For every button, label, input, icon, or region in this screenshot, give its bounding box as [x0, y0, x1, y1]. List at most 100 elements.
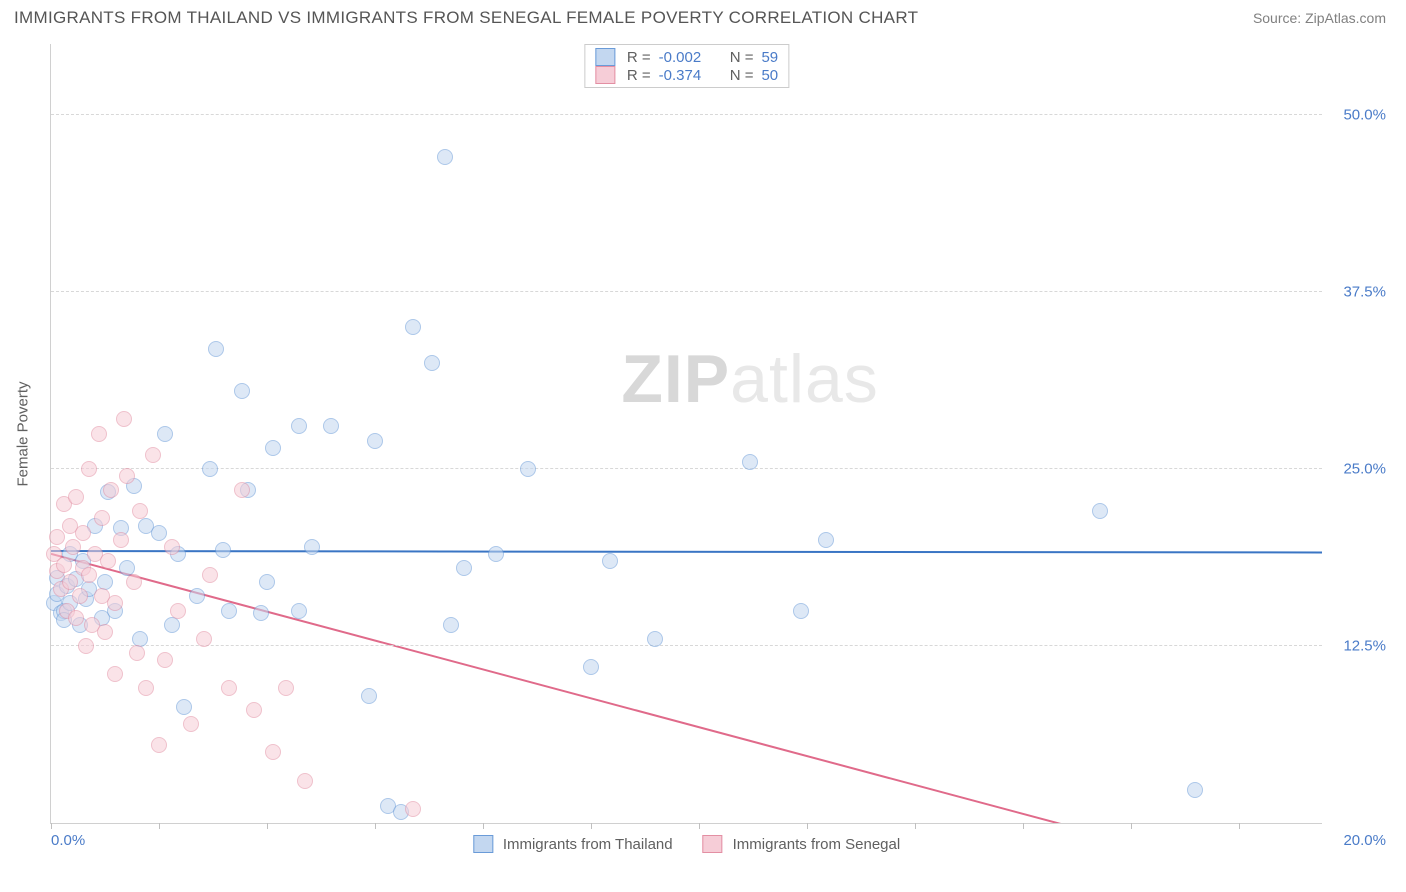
data-point: [437, 149, 453, 165]
data-point: [1092, 503, 1108, 519]
data-point: [234, 383, 250, 399]
y-tick-label: 12.5%: [1343, 637, 1386, 654]
data-point: [259, 574, 275, 590]
x-tick: [375, 823, 376, 829]
legend-swatch: [595, 48, 615, 66]
data-point: [361, 688, 377, 704]
data-point: [297, 773, 313, 789]
data-point: [304, 539, 320, 555]
data-point: [91, 426, 107, 442]
data-point: [164, 539, 180, 555]
data-point: [157, 652, 173, 668]
data-point: [81, 567, 97, 583]
data-point: [742, 454, 758, 470]
data-point: [818, 532, 834, 548]
n-label: N =: [730, 67, 754, 84]
legend-series-item: Immigrants from Senegal: [703, 835, 901, 853]
legend-series-item: Immigrants from Thailand: [473, 835, 673, 853]
x-tick: [915, 823, 916, 829]
chart-container: R = -0.002 N = 59R = -0.374 N = 50 ZIPat…: [14, 36, 1392, 878]
data-point: [100, 553, 116, 569]
data-point: [234, 482, 250, 498]
data-point: [126, 574, 142, 590]
regression-line: [51, 551, 1322, 552]
data-point: [488, 546, 504, 562]
source-label: Source: ZipAtlas.com: [1253, 10, 1386, 26]
data-point: [151, 737, 167, 753]
regression-line: [51, 554, 1322, 823]
y-tick-label: 25.0%: [1343, 460, 1386, 477]
data-point: [202, 461, 218, 477]
gridline: [51, 291, 1322, 292]
data-point: [145, 447, 161, 463]
data-point: [215, 542, 231, 558]
data-point: [176, 699, 192, 715]
n-label: N =: [730, 49, 754, 66]
legend-stats: R = -0.002 N = 59R = -0.374 N = 50: [584, 44, 789, 88]
r-value: -0.374: [659, 67, 702, 84]
legend-swatch: [473, 835, 493, 853]
data-point: [97, 624, 113, 640]
data-point: [405, 801, 421, 817]
data-point: [119, 468, 135, 484]
data-point: [253, 605, 269, 621]
chart-title: IMMIGRANTS FROM THAILAND VS IMMIGRANTS F…: [14, 8, 918, 28]
data-point: [75, 525, 91, 541]
regression-line-dashed: [806, 756, 1058, 823]
data-point: [107, 666, 123, 682]
x-tick: [591, 823, 592, 829]
y-axis-title: Female Poverty: [15, 381, 32, 486]
x-axis-min-label: 0.0%: [51, 832, 85, 849]
data-point: [793, 603, 809, 619]
data-point: [132, 503, 148, 519]
data-point: [116, 411, 132, 427]
data-point: [278, 680, 294, 696]
data-point: [68, 489, 84, 505]
data-point: [424, 355, 440, 371]
plot-area: R = -0.002 N = 59R = -0.374 N = 50 ZIPat…: [50, 44, 1322, 824]
watermark: ZIPatlas: [621, 340, 878, 418]
data-point: [602, 553, 618, 569]
n-value: 50: [761, 67, 778, 84]
data-point: [202, 567, 218, 583]
legend-series-label: Immigrants from Thailand: [503, 836, 673, 853]
data-point: [78, 638, 94, 654]
x-axis-max-label: 20.0%: [1343, 832, 1386, 849]
data-point: [107, 595, 123, 611]
data-point: [62, 574, 78, 590]
data-point: [138, 680, 154, 696]
gridline: [51, 645, 1322, 646]
r-label: R =: [627, 67, 651, 84]
legend-stat-row: R = -0.002 N = 59: [595, 48, 778, 66]
r-label: R =: [627, 49, 651, 66]
data-point: [164, 617, 180, 633]
data-point: [72, 588, 88, 604]
data-point: [291, 418, 307, 434]
x-tick: [267, 823, 268, 829]
r-value: -0.002: [659, 49, 702, 66]
data-point: [49, 529, 65, 545]
data-point: [56, 557, 72, 573]
legend-series-label: Immigrants from Senegal: [733, 836, 901, 853]
data-point: [68, 610, 84, 626]
legend-swatch: [595, 66, 615, 84]
data-point: [265, 440, 281, 456]
x-tick: [483, 823, 484, 829]
x-tick: [807, 823, 808, 829]
x-tick: [1023, 823, 1024, 829]
data-point: [189, 588, 205, 604]
gridline: [51, 468, 1322, 469]
data-point: [291, 603, 307, 619]
data-point: [157, 426, 173, 442]
data-point: [265, 744, 281, 760]
data-point: [221, 603, 237, 619]
data-point: [246, 702, 262, 718]
x-tick: [1131, 823, 1132, 829]
data-point: [583, 659, 599, 675]
data-point: [81, 461, 97, 477]
data-point: [647, 631, 663, 647]
x-tick: [1239, 823, 1240, 829]
legend-series: Immigrants from Thailand Immigrants from …: [473, 835, 900, 853]
data-point: [208, 341, 224, 357]
regression-lines: [51, 44, 1322, 823]
